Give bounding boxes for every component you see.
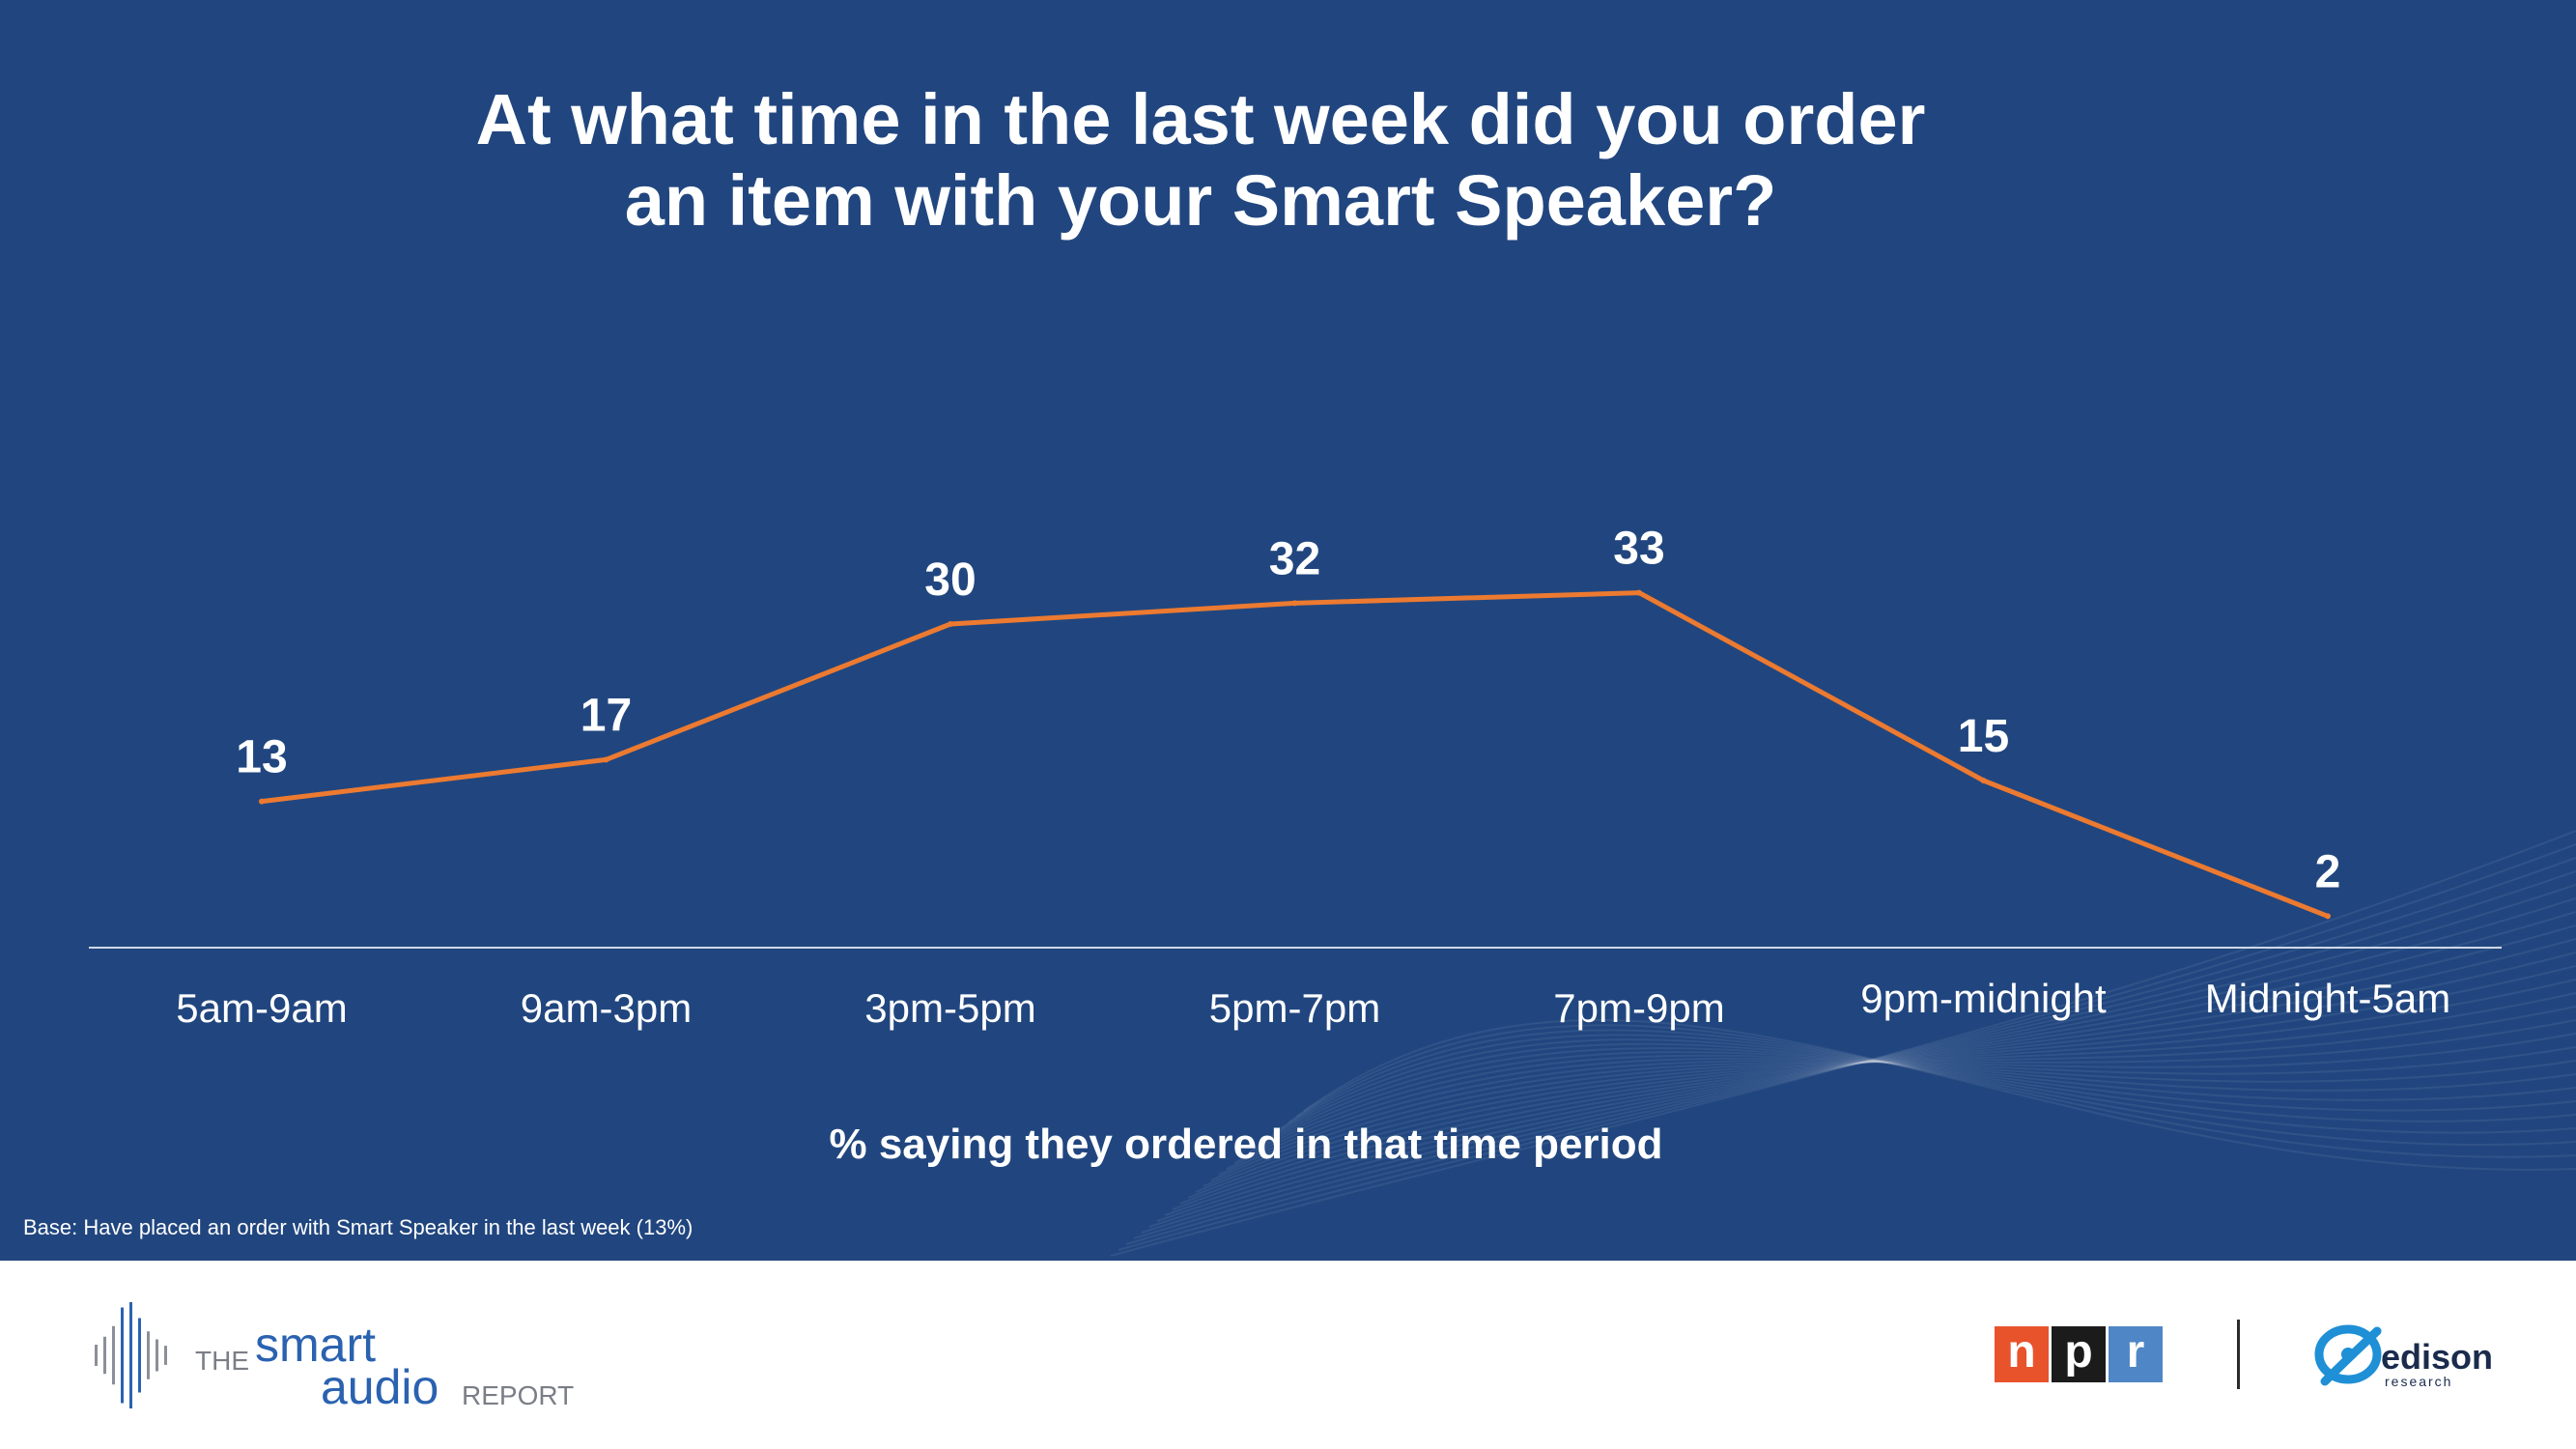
logo-audio: audio	[321, 1360, 439, 1414]
wave-line	[1249, 1051, 2576, 1152]
npr-letter-n: n	[1995, 1326, 2049, 1382]
wave-line	[1133, 870, 2576, 1239]
wave-line	[1226, 1033, 2576, 1170]
wave-line	[1257, 1047, 2576, 1147]
wave-line	[1187, 965, 2576, 1199]
wave-bar	[129, 1302, 132, 1408]
title-line-1: At what time in the last week did you or…	[475, 79, 1926, 159]
wave-line	[1295, 1024, 2576, 1158]
series-line	[261, 590, 2329, 919]
wave-bar	[103, 1336, 106, 1375]
wave-line	[1203, 992, 2576, 1187]
wave-line	[1118, 843, 2576, 1251]
data-label: 30	[924, 554, 976, 606]
wave-bar	[147, 1331, 150, 1379]
wave-line	[1125, 857, 2576, 1245]
npr-letter-r: r	[2109, 1326, 2163, 1382]
title-line-2: an item with your Smart Speaker?	[624, 160, 1777, 241]
logo-smart: smart	[255, 1318, 376, 1372]
wave-line	[1280, 1034, 2576, 1134]
wave-line	[1148, 897, 2576, 1228]
data-point	[1291, 600, 1298, 607]
audio-wave-icon	[95, 1302, 167, 1408]
data-label: 33	[1613, 524, 1664, 575]
edison-swirl-icon	[2314, 1324, 2382, 1386]
x-axis-title: % saying they ordered in that time perio…	[829, 1121, 1663, 1168]
wave-line	[1241, 1054, 2576, 1158]
category-label: 3pm-5pm	[864, 985, 1035, 1031]
category-label: 9am-3pm	[521, 985, 692, 1031]
wave-line	[1233, 1046, 2576, 1164]
wave-line	[1303, 1019, 2576, 1171]
npr-logo: n p r	[1995, 1326, 2166, 1384]
data-label: 15	[1958, 711, 2009, 762]
wave-line	[1110, 830, 2576, 1257]
chart-panel: At what time in the last week did you or…	[0, 0, 2576, 1261]
data-point	[259, 798, 265, 805]
npr-letter-p: p	[2052, 1326, 2106, 1382]
wave-bar	[112, 1325, 115, 1385]
wave-line	[1272, 1038, 2576, 1135]
wave-line	[1141, 884, 2576, 1234]
category-label: 5pm-7pm	[1209, 985, 1380, 1031]
data-label: 2	[2315, 846, 2341, 897]
wave-bar	[138, 1318, 141, 1393]
smart-audio-report-logo: THE smart audio REPORT	[89, 1297, 591, 1414]
data-label: 32	[1269, 533, 1320, 584]
line-chart: 13 17 30 32 33 15 2 5am-9am 9am-3pm 3pm-5pm 5pm-7…	[89, 524, 2502, 1031]
wave-line	[1288, 1029, 2576, 1147]
category-label: Midnight-5am	[2205, 976, 2450, 1021]
wave-bar	[164, 1346, 167, 1365]
data-point	[603, 756, 609, 763]
data-point	[2325, 913, 2331, 920]
logo-divider	[2237, 1320, 2240, 1389]
wave-line	[1264, 1042, 2576, 1141]
base-note: Base: Have placed an order with Smart Sp…	[23, 1215, 694, 1239]
category-label: 5am-9am	[176, 985, 347, 1031]
chart-title: At what time in the last week did you or…	[225, 79, 2176, 242]
category-label: 7pm-9pm	[1553, 985, 1724, 1031]
data-point	[1980, 778, 1987, 783]
wave-line	[1210, 1006, 2576, 1181]
data-label: 13	[236, 732, 287, 783]
data-point	[1636, 589, 1642, 596]
wave-bar	[121, 1307, 124, 1404]
wave-bar	[95, 1345, 98, 1366]
decorative-waves	[1110, 830, 2576, 1257]
wave-line	[1179, 952, 2576, 1205]
logo-the: THE	[195, 1346, 249, 1376]
wave-line	[1195, 979, 2576, 1193]
wave-line	[1218, 1019, 2576, 1176]
logo-report: REPORT	[462, 1380, 575, 1410]
wave-line	[1172, 938, 2576, 1210]
wave-bar	[156, 1339, 158, 1372]
edison-research-logo: edison research	[2313, 1314, 2506, 1401]
edison-name: edison	[2381, 1337, 2494, 1377]
wave-line	[1156, 911, 2576, 1222]
wave-line	[1164, 924, 2576, 1216]
data-point	[948, 621, 953, 627]
data-label: 17	[580, 690, 632, 741]
category-label: 9pm-midnight	[1860, 976, 2107, 1021]
edison-sub: research	[2385, 1374, 2453, 1389]
